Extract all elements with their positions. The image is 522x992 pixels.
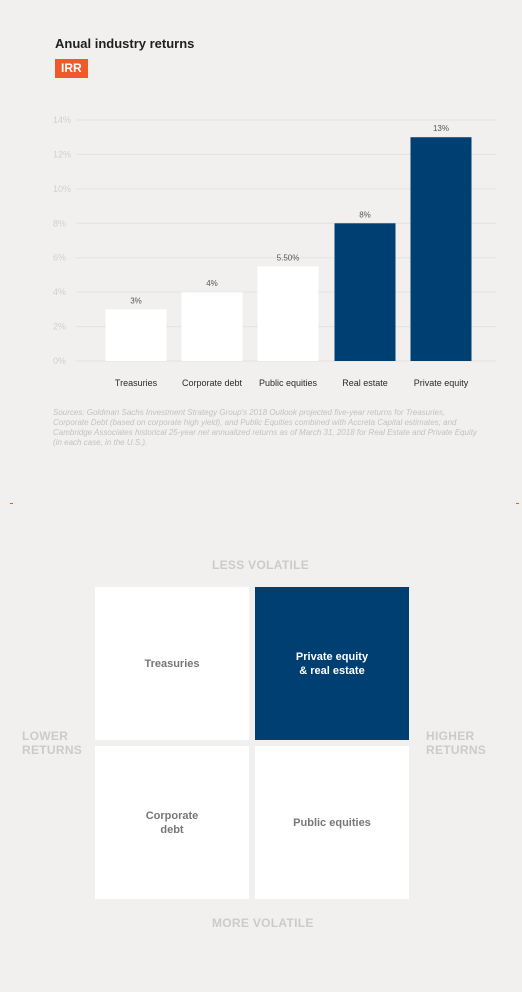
x-tick-label: Treasuries xyxy=(115,378,158,388)
bar xyxy=(105,309,167,361)
irr-badge: IRR xyxy=(55,59,88,78)
bar xyxy=(334,223,396,361)
y-tick-label: 12% xyxy=(53,149,71,159)
y-tick-label: 14% xyxy=(53,115,71,125)
quadrant-corporate-debt-label: Corporate debt xyxy=(145,809,199,836)
quadrant-treasuries: Treasuries xyxy=(95,587,249,740)
lower-returns-label: LOWER RETURNS xyxy=(22,729,83,757)
y-tick-label: 10% xyxy=(53,184,71,194)
y-tick-label: 6% xyxy=(53,253,66,263)
x-tick-label: Corporate debt xyxy=(182,378,243,388)
sources-note: Sources: Goldman Sachs Investment Strate… xyxy=(53,408,477,447)
bar xyxy=(181,292,243,361)
divider-mark-right xyxy=(516,503,519,504)
quadrant-public-equities: Public equities xyxy=(255,746,409,899)
x-tick-label: Real estate xyxy=(342,378,388,388)
x-tick-label: Public equities xyxy=(259,378,318,388)
y-tick-label: 0% xyxy=(53,356,66,366)
data-label: 13% xyxy=(433,124,449,133)
quadrant-private-equity-label: Private equity & real estate xyxy=(295,650,369,677)
higher-returns-label: HIGHER RETURNS xyxy=(426,729,487,757)
quadrant-private-equity-real-estate: Private equity & real estate xyxy=(255,587,409,740)
divider-mark-left xyxy=(10,503,13,504)
y-tick-label: 2% xyxy=(53,322,66,332)
more-volatile-label: MORE VOLATILE xyxy=(212,916,314,930)
less-volatile-label: LESS VOLATILE xyxy=(212,558,310,572)
data-label: 5.50% xyxy=(277,253,300,262)
quadrant-public-equities-label: Public equities xyxy=(293,816,371,829)
x-tick-label: Private equity xyxy=(414,378,469,388)
data-label: 4% xyxy=(206,279,218,288)
bar xyxy=(257,266,319,361)
quadrant-corporate-debt: Corporate debt xyxy=(95,746,249,899)
bar xyxy=(410,137,472,361)
data-label: 3% xyxy=(130,296,142,305)
y-tick-label: 4% xyxy=(53,287,66,297)
data-label: 8% xyxy=(359,210,371,219)
quadrant-treasuries-label: Treasuries xyxy=(144,657,200,670)
y-tick-label: 8% xyxy=(53,218,66,228)
bar-chart: 0% 2% 4% 6% 8% 10% 12% 14% 3% Treasuries 4% Corpora… xyxy=(53,115,496,388)
chart-title: Anual industry returns xyxy=(55,36,195,51)
